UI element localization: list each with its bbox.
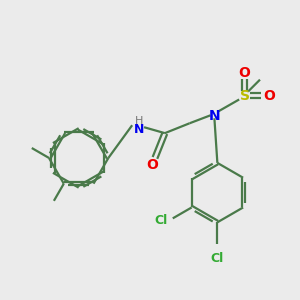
Text: H: H [135, 116, 143, 126]
Text: O: O [263, 88, 275, 103]
Text: Cl: Cl [154, 214, 168, 227]
Text: S: S [240, 88, 250, 103]
Text: N: N [134, 123, 144, 136]
Text: N: N [208, 109, 220, 123]
Text: Cl: Cl [211, 252, 224, 265]
Text: O: O [146, 158, 158, 172]
Text: O: O [238, 66, 250, 80]
